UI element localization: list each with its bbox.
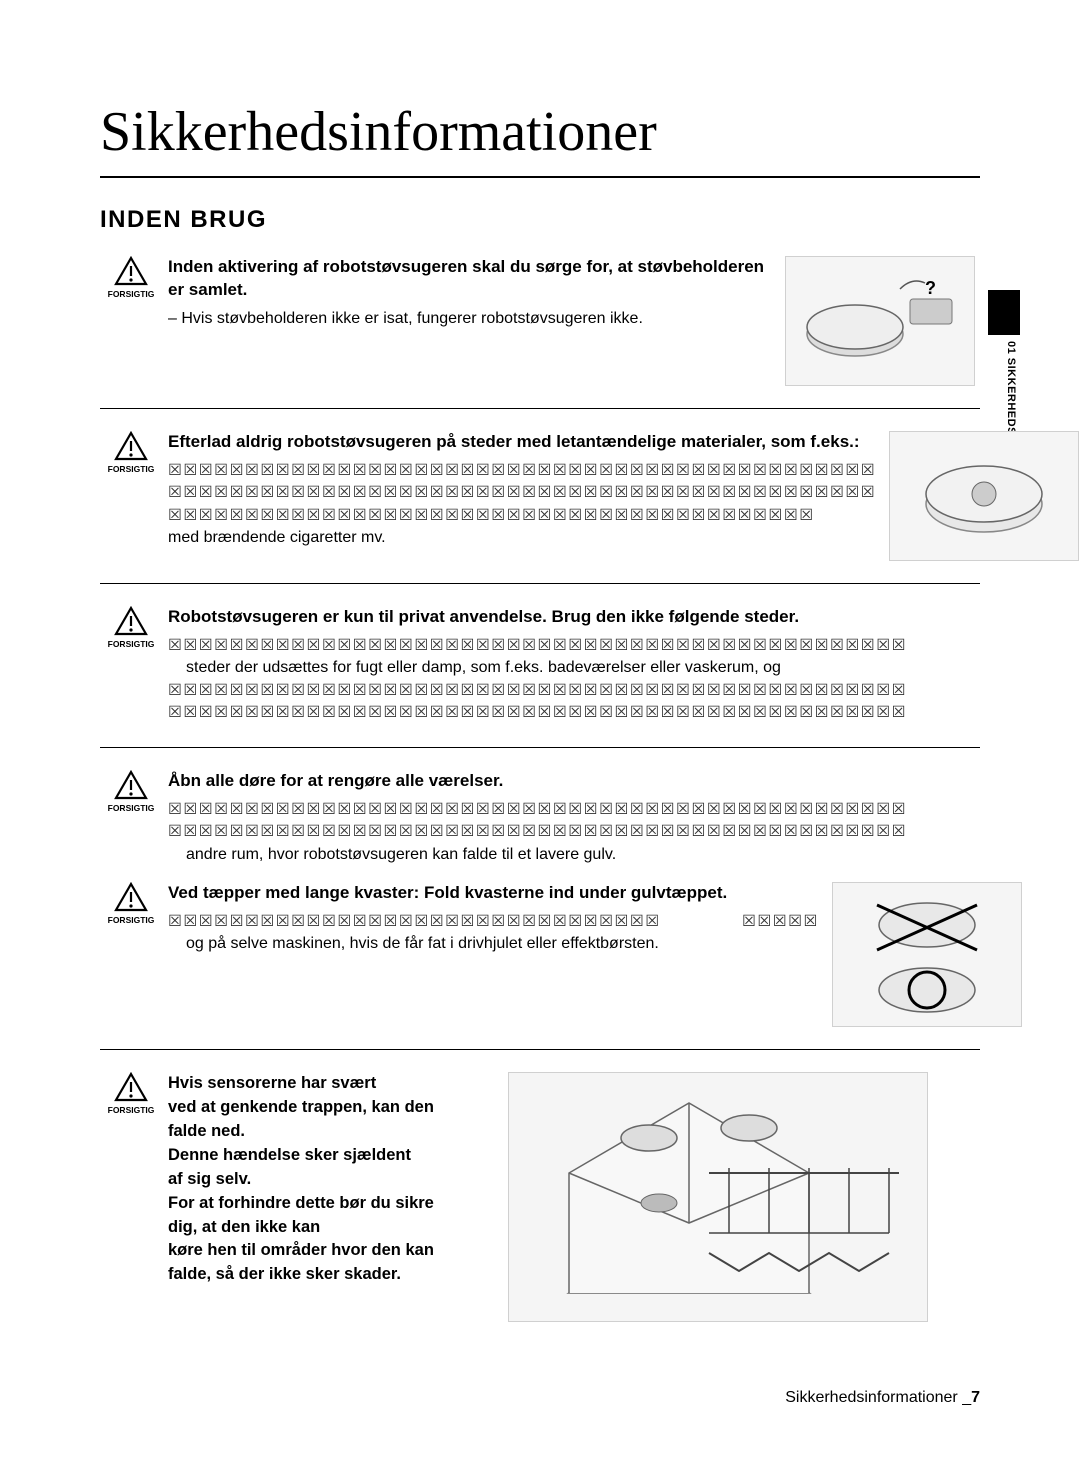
caution-label: FORSIGTIG: [108, 639, 155, 649]
caution-block-dustbin: FORSIGTIG Inden aktivering af robotstøvs…: [100, 256, 980, 409]
block6-line1: Hvis sensorerne har svært: [168, 1072, 508, 1096]
block6-line6: For at forhindre dette bør du sikre: [168, 1192, 508, 1216]
caution-icon: [114, 770, 148, 800]
caution-block-doors: FORSIGTIG Åbn alle døre for at rengøre a…: [100, 770, 980, 866]
block6-line7: dig, at den ikke kan: [168, 1216, 508, 1240]
block3-mid: steder der udsættes for fugt eller damp,…: [168, 657, 980, 679]
caution-icon: [114, 256, 148, 286]
illustration-dustbin: ?: [785, 256, 975, 386]
caution-label: FORSIGTIG: [108, 289, 155, 299]
caution-icon: [114, 1072, 148, 1102]
caution-block-flammable: FORSIGTIG Efterlad aldrig robotstøvsuger…: [100, 431, 980, 584]
block5-tail: og på selve maskinen, hvis de får fat i …: [168, 933, 819, 955]
block3-heading: Robotstøvsugeren er kun til privat anven…: [168, 606, 980, 629]
page-number: 7: [971, 1389, 980, 1406]
caution-icon: [114, 606, 148, 636]
block5-heading: Ved tæpper med lange kvaster: Fold kvast…: [168, 882, 819, 905]
illustration-carpet: [832, 882, 1022, 1027]
block3-ph1: ☒☒☒☒☒☒☒☒☒☒☒☒☒☒☒☒☒☒☒☒☒☒☒☒☒☒☒☒☒☒☒☒☒☒☒☒☒☒☒☒…: [168, 635, 980, 657]
svg-text:?: ?: [925, 278, 936, 298]
footer-text: Sikkerhedsinformationer _: [785, 1389, 971, 1406]
caution-icon: [114, 882, 148, 912]
caution-label: FORSIGTIG: [108, 803, 155, 813]
block2-ph2: ☒☒☒☒☒☒☒☒☒☒☒☒☒☒☒☒☒☒☒☒☒☒☒☒☒☒☒☒☒☒☒☒☒☒☒☒☒☒☒☒…: [168, 482, 876, 504]
block4-tail: andre rum, hvor robotstøvsugeren kan fal…: [168, 844, 980, 866]
block6-line8: køre hen til områder hvor den kan: [168, 1239, 508, 1263]
section-header: INDEN BRUG: [100, 206, 980, 234]
illustration-flammable: [889, 431, 1079, 561]
block2-tail: med brændende cigaretter mv.: [168, 527, 876, 549]
block6-line4: Denne hændelse sker sjældent: [168, 1144, 508, 1168]
caution-block-carpet: FORSIGTIG Ved tæpper med lange kvaster: …: [100, 882, 980, 1050]
block4-heading: Åbn alle døre for at rengøre alle værels…: [168, 770, 980, 793]
block4-ph2: ☒☒☒☒☒☒☒☒☒☒☒☒☒☒☒☒☒☒☒☒☒☒☒☒☒☒☒☒☒☒☒☒☒☒☒☒☒☒☒☒…: [168, 821, 980, 843]
block2-heading: Efterlad aldrig robotstøvsugeren på sted…: [168, 431, 876, 454]
block6-line2: ved at genkende trappen, kan den: [168, 1096, 508, 1120]
block4-ph1: ☒☒☒☒☒☒☒☒☒☒☒☒☒☒☒☒☒☒☒☒☒☒☒☒☒☒☒☒☒☒☒☒☒☒☒☒☒☒☒☒…: [168, 799, 980, 821]
block3-ph2: ☒☒☒☒☒☒☒☒☒☒☒☒☒☒☒☒☒☒☒☒☒☒☒☒☒☒☒☒☒☒☒☒☒☒☒☒☒☒☒☒…: [168, 680, 980, 702]
caution-block-private-use: FORSIGTIG Robotstøvsugeren er kun til pr…: [100, 606, 980, 748]
caution-icon: [114, 431, 148, 461]
block6-line3: falde ned.: [168, 1120, 508, 1144]
block6-line9: falde, så der ikke sker skader.: [168, 1263, 508, 1287]
caution-label: FORSIGTIG: [108, 1105, 155, 1115]
block1-heading: Inden aktivering af robotstøvsugeren ska…: [168, 256, 772, 302]
caution-label: FORSIGTIG: [108, 915, 155, 925]
block5-ph1: ☒☒☒☒☒☒☒☒☒☒☒☒☒☒☒☒☒☒☒☒☒☒☒☒☒☒☒☒☒☒☒☒ ☒☒☒☒☒: [168, 911, 819, 933]
block2-ph3: ☒☒☒☒☒☒☒☒☒☒☒☒☒☒☒☒☒☒☒☒☒☒☒☒☒☒☒☒☒☒☒☒☒☒☒☒☒☒☒☒…: [168, 505, 876, 527]
caution-label: FORSIGTIG: [108, 464, 155, 474]
page-title: Sikkerhedsinformationer: [100, 100, 980, 178]
block3-ph3: ☒☒☒☒☒☒☒☒☒☒☒☒☒☒☒☒☒☒☒☒☒☒☒☒☒☒☒☒☒☒☒☒☒☒☒☒☒☒☒☒…: [168, 702, 980, 724]
block2-ph1: ☒☒☒☒☒☒☒☒☒☒☒☒☒☒☒☒☒☒☒☒☒☒☒☒☒☒☒☒☒☒☒☒☒☒☒☒☒☒☒☒…: [168, 460, 876, 482]
block6-line5: af sig selv.: [168, 1168, 508, 1192]
caution-block-stairs: FORSIGTIG Hvis sensorerne har svært ved …: [100, 1072, 980, 1322]
page-footer: Sikkerhedsinformationer _7: [785, 1389, 980, 1407]
block1-body: – Hvis støvbeholderen ikke er isat, fung…: [168, 308, 772, 330]
illustration-stairs: [508, 1072, 928, 1322]
